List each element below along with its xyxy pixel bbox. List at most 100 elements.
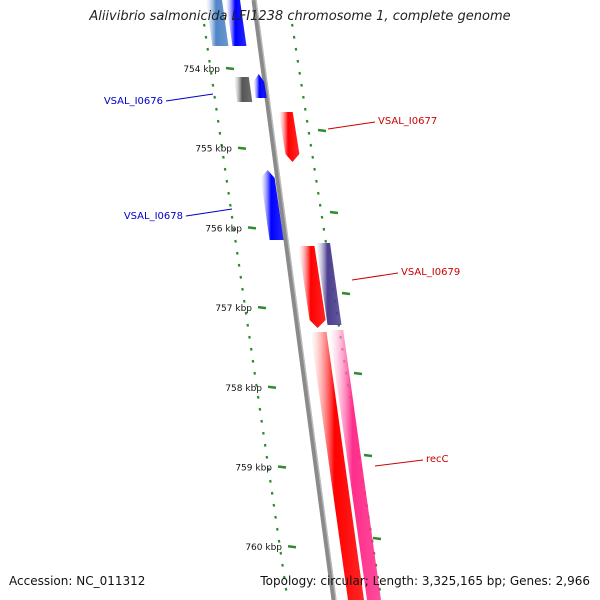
scale-label: 758 kbp (225, 384, 262, 394)
gene-label: VSAL_I0677 (378, 116, 437, 127)
minor-tick (230, 215, 234, 219)
gene-gray (233, 77, 253, 102)
gene-blue (226, 0, 247, 46)
minor-tick (208, 59, 211, 63)
gene-vsal-i0679 (316, 243, 342, 325)
minor-tick (251, 359, 255, 363)
minor-tick (225, 179, 229, 183)
minor-tick (302, 95, 305, 99)
major-tick (363, 453, 373, 458)
accession-label: Accession: NC_011312 (9, 574, 146, 588)
minor-tick (260, 419, 264, 423)
minor-tick (294, 47, 298, 51)
major-tick (329, 210, 339, 215)
minor-tick (215, 107, 218, 111)
major-tick (247, 226, 257, 230)
minor-tick (272, 503, 276, 507)
minor-tick (284, 587, 288, 591)
minor-tick (239, 275, 243, 279)
minor-tick (249, 347, 253, 351)
major-tick (267, 385, 277, 390)
gene-vsal-i0676 (253, 74, 267, 98)
gene-callout-line (327, 121, 376, 130)
gene-callout-line (185, 208, 233, 217)
minor-tick (296, 59, 300, 63)
gene-vsal-i0677 (278, 112, 300, 162)
minor-tick (300, 83, 303, 87)
gene-red-small (298, 246, 326, 328)
minor-tick (234, 239, 237, 243)
minor-tick (222, 155, 225, 159)
major-tick (237, 146, 247, 150)
minor-tick (274, 515, 277, 519)
minor-tick (262, 431, 265, 435)
minor-tick (320, 215, 324, 219)
minor-tick (324, 239, 328, 243)
minor-tick (206, 47, 210, 51)
minor-tick (258, 407, 262, 411)
minor-tick (313, 167, 316, 171)
minor-tick (279, 551, 283, 555)
major-tick (353, 371, 363, 376)
minor-tick (316, 191, 320, 195)
minor-tick (237, 263, 241, 267)
minor-tick (378, 587, 382, 591)
minor-tick (244, 311, 248, 315)
genome-backbone (251, 0, 337, 600)
major-tick (287, 544, 297, 549)
gene-label: recC (426, 454, 449, 465)
minor-tick (241, 287, 244, 291)
minor-tick (202, 23, 206, 27)
minor-tick (248, 335, 251, 339)
minor-tick (282, 575, 286, 579)
scale-label: 754 kbp (183, 65, 220, 75)
minor-tick (213, 95, 217, 99)
scale-label: 759 kbp (235, 464, 272, 474)
major-tick (341, 291, 351, 296)
minor-tick (256, 395, 260, 399)
minor-tick (242, 299, 246, 303)
gene-light-blue (206, 0, 229, 46)
gene-label: VSAL_I0676 (104, 96, 163, 107)
minor-tick (315, 179, 318, 183)
major-tick (372, 536, 382, 541)
minor-tick (275, 527, 279, 531)
major-tick (277, 465, 287, 469)
minor-tick (218, 131, 222, 135)
minor-tick (305, 119, 309, 123)
minor-tick (269, 479, 272, 483)
scale-label: 760 kbp (245, 543, 282, 553)
scale-label: 756 kbp (205, 224, 242, 234)
scale-label: 757 kbp (215, 304, 252, 314)
minor-tick (263, 443, 267, 447)
minor-tick (235, 251, 239, 255)
gene-callout-line (351, 272, 399, 281)
gene-callout-line (374, 459, 424, 467)
minor-tick (281, 563, 284, 567)
major-tick (225, 66, 235, 71)
minor-tick (223, 167, 227, 171)
minor-tick (229, 203, 232, 207)
minor-tick (292, 35, 296, 39)
minor-tick (322, 227, 326, 231)
minor-tick (307, 131, 311, 135)
minor-tick (220, 143, 223, 147)
minor-tick (216, 119, 220, 123)
minor-tick (303, 107, 307, 111)
minor-tick (209, 71, 213, 75)
minor-tick (232, 227, 236, 231)
gene-red-long (310, 332, 364, 600)
minor-tick (255, 383, 258, 387)
minor-tick (211, 83, 215, 87)
major-tick (257, 305, 267, 310)
minor-tick (204, 35, 208, 39)
gene-label: VSAL_I0679 (401, 267, 460, 278)
minor-tick (267, 467, 270, 471)
minor-tick (270, 491, 274, 495)
minor-tick (311, 155, 315, 159)
minor-tick (227, 191, 230, 195)
map-title: Aliivibrio salmonicida LFI1238 chromosom… (89, 9, 511, 24)
major-tick (317, 128, 327, 133)
